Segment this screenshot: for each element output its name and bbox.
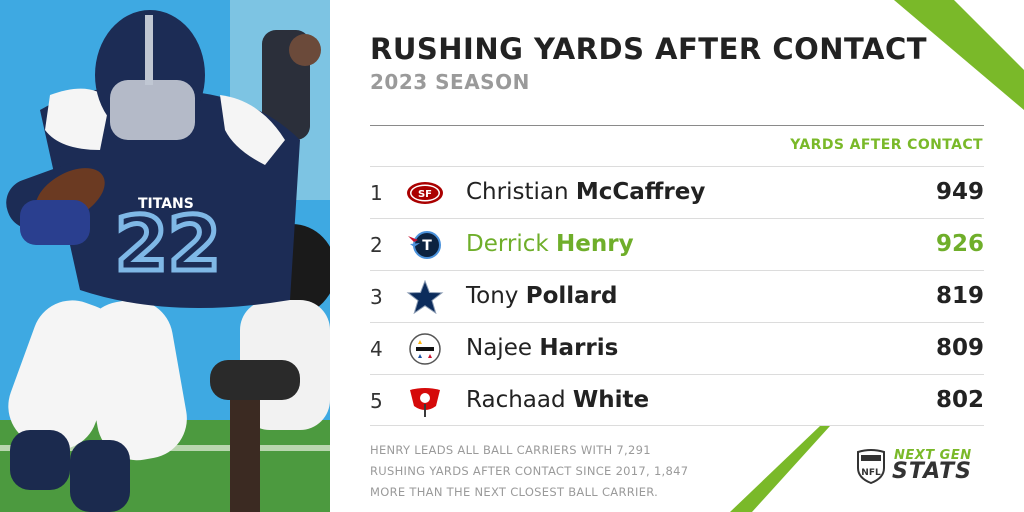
table-row-highlighted: 2 T Derrick Henry 926 bbox=[370, 218, 984, 270]
green-accent-stripe-bottom bbox=[730, 426, 830, 512]
player-name: Derrick Henry bbox=[466, 231, 634, 257]
footnote-line: HENRY LEADS ALL BALL CARRIERS WITH 7,291 bbox=[370, 443, 651, 457]
nfl-shield-icon: NFL bbox=[857, 449, 885, 484]
brand-line2: STATS bbox=[892, 459, 972, 484]
first-name: Tony bbox=[466, 283, 519, 309]
yards-value: 819 bbox=[935, 283, 984, 309]
yards-value: 809 bbox=[935, 335, 984, 361]
last-name: Pollard bbox=[525, 283, 618, 309]
last-name: White bbox=[572, 387, 650, 413]
table-row: 4 Najee Harris 809 bbox=[370, 322, 984, 374]
next-gen-stats-logo: NFL NEXT GEN STATS bbox=[856, 446, 986, 486]
footnote: HENRY LEADS ALL BALL CARRIERS WITH 7,291… bbox=[370, 440, 750, 503]
first-name: Christian bbox=[466, 179, 569, 205]
green-accent-stripe-top bbox=[894, 0, 1024, 110]
titans-logo-icon: T bbox=[408, 231, 441, 259]
first-name: Derrick bbox=[466, 231, 549, 257]
last-name: Henry bbox=[556, 231, 634, 257]
rank: 5 bbox=[370, 389, 383, 413]
first-name: Najee bbox=[466, 335, 532, 361]
page-title: RUSHING YARDS AFTER CONTACT bbox=[370, 32, 928, 66]
jersey-number: 22 bbox=[115, 199, 221, 288]
buccaneers-flag-icon bbox=[410, 388, 440, 417]
page-subtitle: 2023 SEASON bbox=[370, 70, 530, 94]
yards-value: 949 bbox=[935, 179, 984, 205]
svg-text:T: T bbox=[422, 238, 432, 254]
brand-line1: NEXT GEN bbox=[894, 448, 972, 463]
table-row: 1 SF Christian McCaffrey 949 bbox=[370, 166, 984, 218]
footnote-line: MORE THAN THE NEXT CLOSEST BALL CARRIER. bbox=[370, 485, 659, 499]
player-name: Christian McCaffrey bbox=[466, 179, 705, 205]
rank: 4 bbox=[370, 337, 383, 361]
player-name: Tony Pollard bbox=[466, 283, 617, 309]
yards-value: 802 bbox=[935, 387, 984, 413]
stats-panel: RUSHING YARDS AFTER CONTACT 2023 SEASON … bbox=[330, 0, 1024, 512]
svg-text:SF: SF bbox=[418, 189, 432, 200]
player-illustration: 22 TITANS bbox=[0, 0, 330, 512]
player-photo: 22 TITANS bbox=[0, 0, 330, 512]
divider bbox=[370, 125, 984, 126]
rank: 2 bbox=[370, 233, 383, 257]
last-name: McCaffrey bbox=[575, 179, 706, 205]
rank: 1 bbox=[370, 181, 383, 205]
cowboys-star-icon bbox=[406, 280, 444, 314]
first-name: Rachaad bbox=[466, 387, 566, 413]
steelers-logo-icon bbox=[409, 333, 441, 365]
footnote-line: RUSHING YARDS AFTER CONTACT SINCE 2017, … bbox=[370, 464, 689, 478]
jersey-text: TITANS bbox=[138, 196, 194, 212]
rank: 3 bbox=[370, 285, 383, 309]
player-name: Rachaad White bbox=[466, 387, 649, 413]
column-header: YARDS AFTER CONTACT bbox=[790, 137, 983, 153]
last-name: Harris bbox=[539, 335, 619, 361]
table-row: 3 Tony Pollard 819 bbox=[370, 270, 984, 322]
player-name: Najee Harris bbox=[466, 335, 618, 361]
yards-value: 926 bbox=[935, 231, 984, 257]
49ers-logo-icon: SF bbox=[407, 182, 443, 204]
leaderboard-table: 1 SF Christian McCaffrey 949 2 T bbox=[370, 166, 984, 426]
nfl-logo-text: NFL bbox=[861, 468, 881, 478]
table-row: 5 Rachaad White 802 bbox=[370, 374, 984, 426]
